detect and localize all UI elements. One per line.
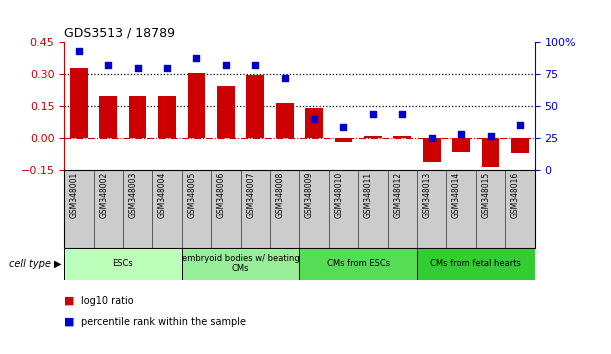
Point — [368, 111, 378, 117]
Bar — [276, 103, 293, 138]
Text: GSM348007: GSM348007 — [246, 171, 255, 218]
Bar — [452, 138, 470, 152]
Text: GSM348005: GSM348005 — [188, 171, 197, 218]
Point — [221, 63, 231, 68]
Point — [309, 116, 319, 122]
Bar — [335, 138, 353, 142]
Text: GSM348012: GSM348012 — [393, 171, 402, 218]
Bar — [393, 136, 411, 138]
Text: GSM348002: GSM348002 — [99, 171, 108, 218]
Point — [103, 63, 113, 68]
Point — [162, 65, 172, 71]
Bar — [217, 86, 235, 138]
Text: CMs from ESCs: CMs from ESCs — [327, 259, 390, 268]
Text: ■: ■ — [64, 317, 75, 327]
Bar — [158, 96, 176, 138]
Text: embryoid bodies w/ beating
CMs: embryoid bodies w/ beating CMs — [181, 254, 299, 273]
Text: percentile rank within the sample: percentile rank within the sample — [81, 317, 246, 327]
Text: GSM348006: GSM348006 — [217, 171, 226, 218]
Text: GSM348003: GSM348003 — [129, 171, 137, 218]
Text: cell type ▶: cell type ▶ — [9, 259, 61, 269]
Bar — [70, 68, 88, 138]
Bar — [364, 136, 382, 138]
Text: GSM348015: GSM348015 — [481, 171, 491, 218]
Bar — [306, 108, 323, 138]
Bar — [246, 75, 264, 138]
FancyBboxPatch shape — [299, 248, 417, 280]
Bar — [100, 96, 117, 138]
Text: GSM348008: GSM348008 — [276, 171, 285, 218]
Text: GSM348010: GSM348010 — [334, 171, 343, 218]
Text: GSM348016: GSM348016 — [511, 171, 520, 218]
Point — [515, 122, 525, 128]
Point — [280, 75, 290, 81]
Text: GSM348011: GSM348011 — [364, 171, 373, 218]
FancyBboxPatch shape — [417, 248, 535, 280]
Point — [427, 135, 437, 141]
Text: GSM348013: GSM348013 — [423, 171, 432, 218]
Text: CMs from fetal hearts: CMs from fetal hearts — [430, 259, 521, 268]
Point — [486, 133, 496, 138]
Text: ESCs: ESCs — [112, 259, 133, 268]
FancyBboxPatch shape — [64, 248, 182, 280]
FancyBboxPatch shape — [182, 248, 299, 280]
Text: ■: ■ — [64, 296, 75, 306]
Point — [397, 111, 407, 117]
Bar — [481, 138, 499, 167]
Point — [251, 63, 260, 68]
Bar — [511, 138, 529, 153]
Bar — [188, 73, 205, 138]
Point — [74, 48, 84, 54]
Bar — [423, 138, 441, 162]
Point — [338, 124, 348, 130]
Point — [456, 131, 466, 137]
Text: GSM348004: GSM348004 — [158, 171, 167, 218]
Text: log10 ratio: log10 ratio — [81, 296, 134, 306]
Text: GDS3513 / 18789: GDS3513 / 18789 — [64, 27, 175, 40]
Point — [192, 55, 202, 61]
Text: GSM348009: GSM348009 — [305, 171, 314, 218]
Bar — [129, 96, 147, 138]
Text: GSM348001: GSM348001 — [70, 171, 79, 218]
Text: GSM348014: GSM348014 — [452, 171, 461, 218]
Point — [133, 65, 142, 71]
